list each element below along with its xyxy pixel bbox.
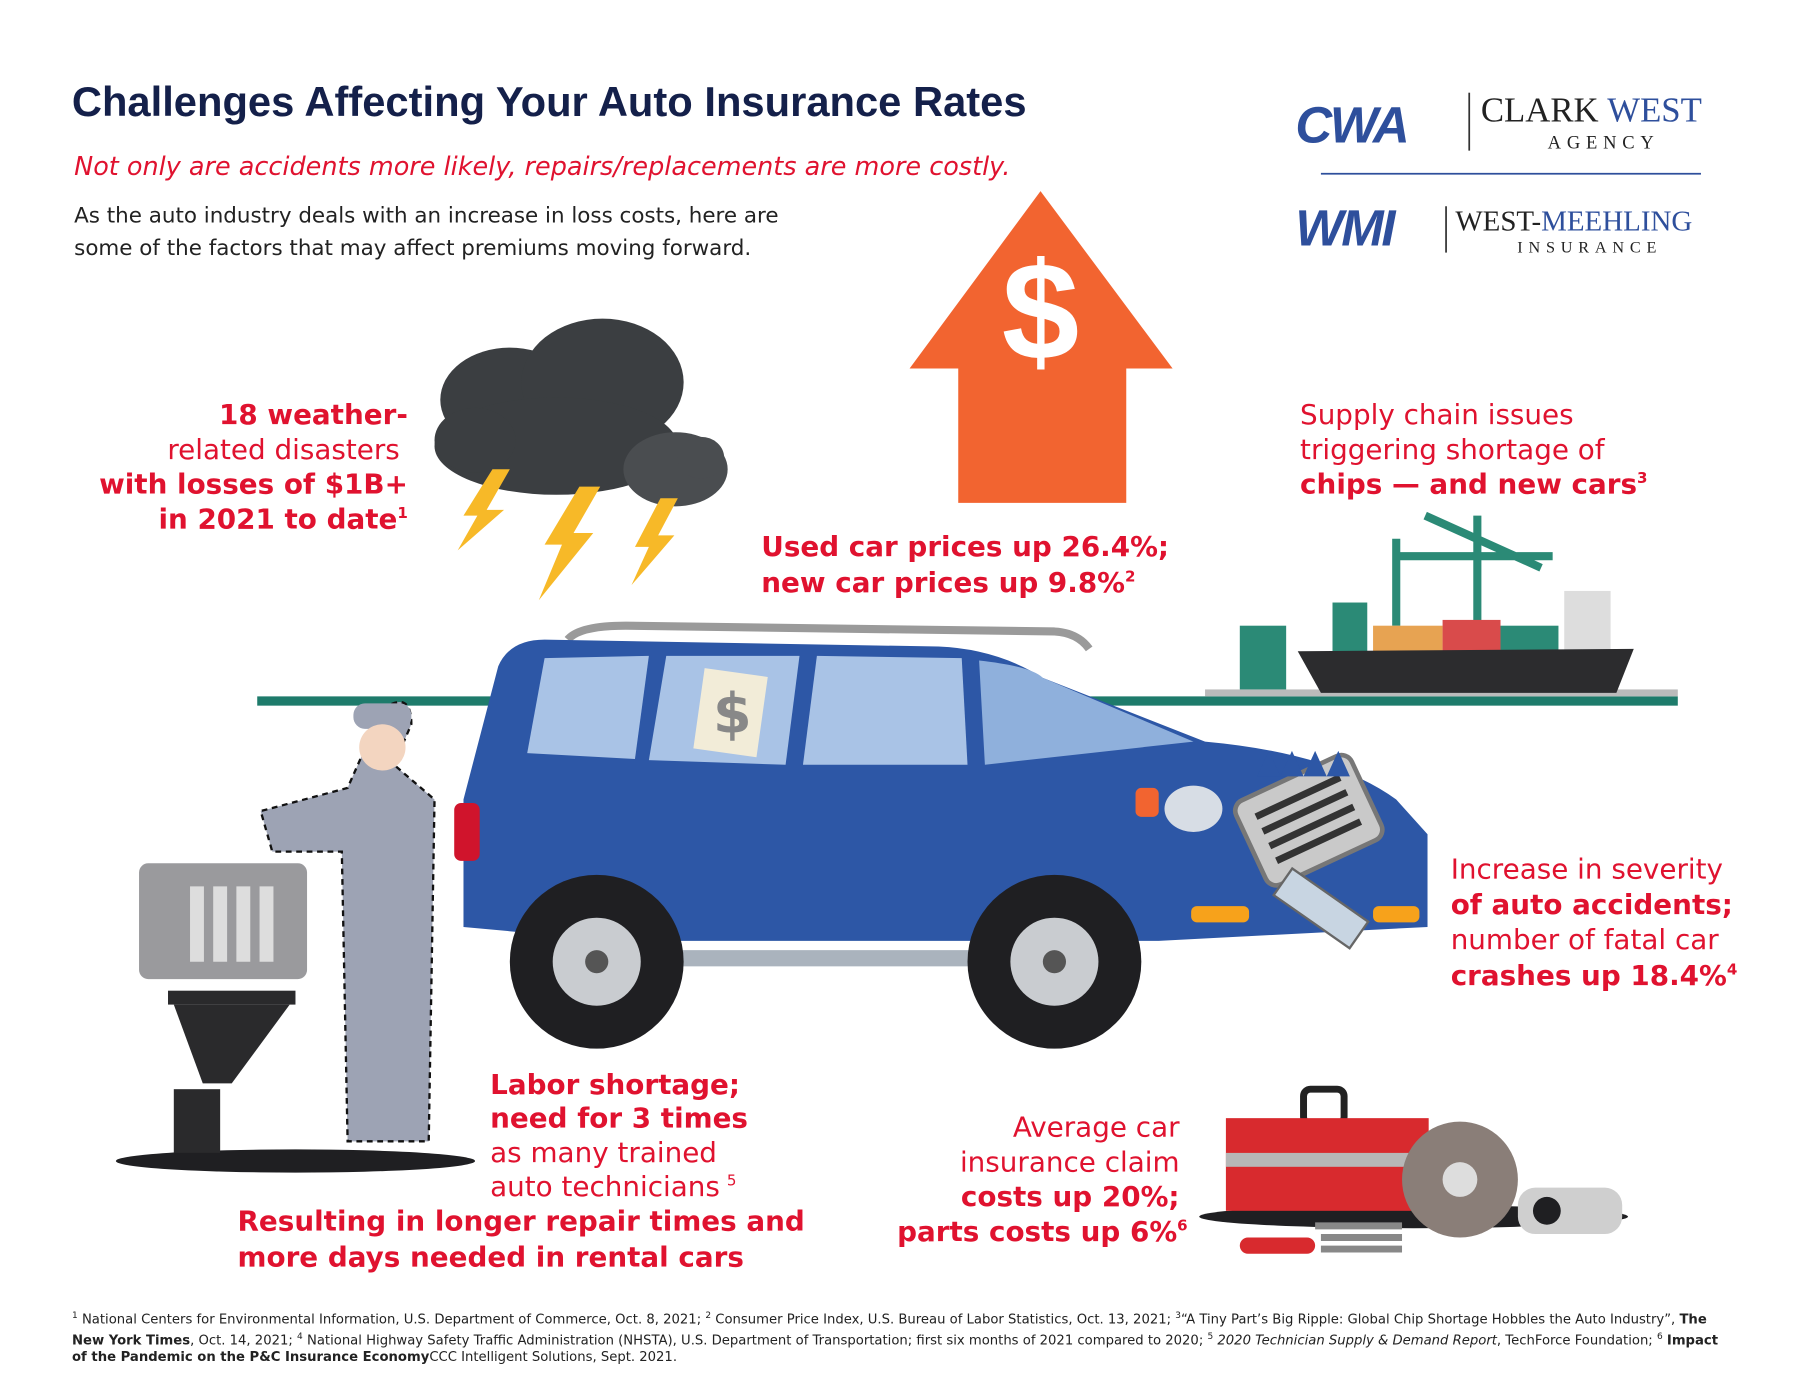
footnote: National Highway Safety Traffic Administ… [306,1333,1204,1349]
sticker-dollar: $ [713,681,752,746]
callout-line: crashes up 18.4%4 [1451,959,1738,992]
callout-line: insurance claim [960,1145,1180,1178]
footnote-number: 3 [1175,1311,1181,1321]
footnote: Consumer Price Index, U.S. Bureau of Lab… [715,1312,1172,1328]
logo-sub: AGENCY [1548,132,1660,153]
text: WEST [1607,91,1702,130]
callout-prices: Used car prices up 26.4%; new car prices… [761,530,1169,599]
footnote: CCC Intelligent Solutions, Sept. 2021. [429,1349,678,1365]
text: 2 [1125,568,1135,586]
callout-line: triggering shortage of [1300,433,1606,466]
callout-result: Resulting in longer repair times and mor… [238,1205,805,1274]
text: parts costs up 6% [897,1215,1177,1248]
logo-name: CLARK WEST [1481,91,1702,130]
footnote-number: 1 [72,1311,78,1321]
callout-line: Resulting in longer repair times and [238,1205,805,1238]
footnote-source: The New York Times [72,1312,1707,1349]
text: 1 [397,504,407,522]
callout-line: Supply chain issues [1300,398,1574,431]
callout-line: more days needed in rental cars [238,1240,744,1273]
footnote: “A Tiny Part’s Big Ripple: Global Chip S… [1181,1312,1676,1328]
callout-line: Increase in severity [1451,852,1723,885]
text: 4 [1727,960,1737,978]
text: chips — and new cars [1300,468,1637,501]
logo-mark: WMI [1295,200,1397,257]
up-arrow [909,191,1173,503]
text: in 2021 to date [158,502,397,535]
text: MEEHLING [1541,206,1692,238]
callout-line: costs up 20%; [961,1180,1180,1213]
mechanic [115,700,476,1173]
footnote: , Oct. 14, 2021; [190,1333,293,1349]
callout-claims: Average car insurance claim costs up 20%… [897,1111,1188,1248]
callout-weather: 18 weather- related disasters with losse… [99,398,408,535]
footnotes: 1 National Centers for Environmental Inf… [72,1308,1722,1366]
callout-line: parts costs up 6%6 [897,1215,1188,1248]
footnote-number: 5 [1207,1331,1214,1342]
text: crashes up 18.4% [1451,959,1727,992]
callout-line: Labor shortage; [490,1068,740,1101]
text: 6 [1177,1217,1187,1235]
callout-line: need for 3 times [490,1101,748,1134]
callout-line: Used car prices up 26.4%; [761,530,1169,563]
callout-line: new car prices up 9.8%2 [761,566,1135,599]
callout-line: Average car [1013,1111,1180,1144]
footnote-source: Impact of the Pandemic on the P&C Insura… [72,1333,1719,1365]
callout-line: number of fatal car [1451,923,1720,956]
logo-name: WEST-MEEHLING [1455,206,1692,238]
footnote-number: 6 [1656,1331,1663,1342]
subtitle: Not only are accidents more likely, repa… [74,152,1010,182]
logo-mark: CWA [1295,97,1407,154]
infographic: Challenges Affecting Your Auto Insurance… [72,78,1738,1274]
intro-line: some of the factors that may affect prem… [74,236,751,261]
callout-severity: Increase in severity of auto accidents; … [1451,852,1738,992]
text: WEST- [1455,206,1541,238]
text: new car prices up 9.8% [761,566,1125,599]
logo-sub: INSURANCE [1517,239,1662,257]
callout-line: as many trained [490,1136,717,1169]
cargo-ship [1205,511,1678,697]
callout-line: in 2021 to date1 [158,502,407,535]
text: auto technicians [490,1170,720,1203]
callout-supply: Supply chain issues triggering shortage … [1300,398,1647,501]
text: CLARK [1481,91,1599,130]
callout-line: chips — and new cars3 [1300,468,1647,501]
callout-labor: Labor shortage; need for 3 times as many… [490,1068,748,1203]
text: 5 [727,1171,737,1189]
callout-line: 18 weather- [219,398,408,431]
footnote: National Centers for Environmental Infor… [81,1312,702,1328]
tools [1199,1085,1628,1254]
footnote: , TechForce Foundation; [1496,1333,1653,1349]
storm-cloud [434,318,728,601]
footnote-number: 2 [705,1311,712,1321]
title: Challenges Affecting Your Auto Insurance… [72,78,1027,125]
callout-line: with losses of $1B+ [99,468,408,501]
footnote-source: 2020 Technician Supply & Demand Report [1217,1333,1497,1349]
dollar-icon: $ [1002,234,1079,389]
callout-line: related disasters [167,433,399,466]
callout-line: of auto accidents; [1451,888,1733,921]
footnote-number: 4 [297,1331,303,1342]
text: 3 [1637,469,1647,487]
intro-line: As the auto industry deals with an incre… [74,203,778,228]
suv: $ [454,621,1428,1049]
callout-line: auto technicians 5 [490,1170,736,1203]
